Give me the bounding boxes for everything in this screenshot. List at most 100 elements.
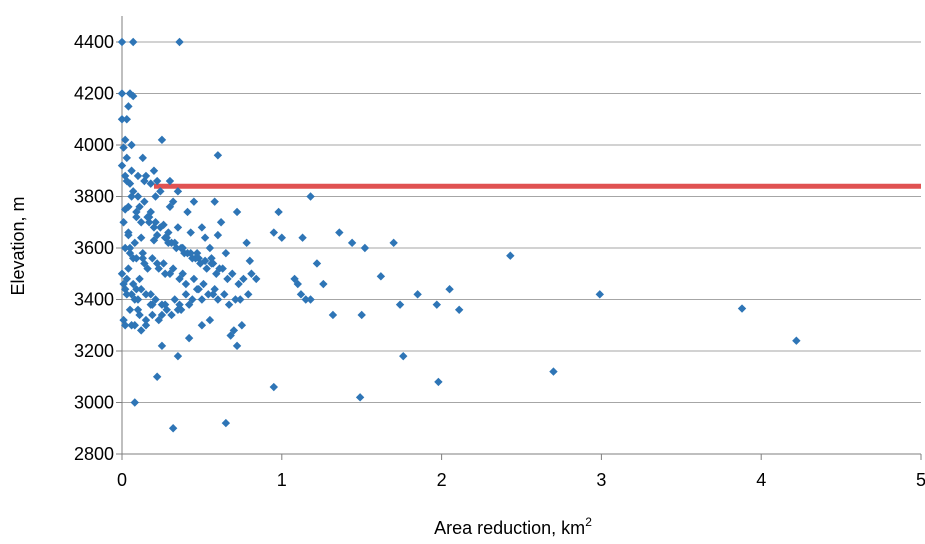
data-point bbox=[192, 248, 202, 258]
data-point bbox=[152, 230, 162, 240]
data-point bbox=[319, 279, 328, 289]
data-point bbox=[186, 228, 195, 237]
data-point bbox=[395, 300, 405, 309]
data-point bbox=[186, 248, 195, 258]
y-axis-label: Elevation, m bbox=[8, 196, 28, 295]
data-point bbox=[117, 269, 127, 278]
data-point bbox=[347, 238, 357, 248]
x-tick-label: 2 bbox=[437, 470, 447, 490]
data-point bbox=[167, 310, 176, 320]
y-tick-label: 3800 bbox=[74, 187, 114, 207]
data-point bbox=[197, 223, 207, 232]
data-point bbox=[376, 272, 386, 281]
data-point bbox=[224, 300, 234, 309]
x-tick-label: 1 bbox=[277, 470, 287, 490]
data-point bbox=[220, 290, 229, 299]
data-point bbox=[229, 326, 239, 335]
x-axis-label-superscript: 2 bbox=[585, 515, 592, 529]
data-point bbox=[737, 304, 747, 313]
data-point bbox=[213, 230, 223, 240]
data-point bbox=[221, 248, 231, 258]
data-point bbox=[269, 382, 279, 392]
data-point bbox=[176, 305, 186, 314]
data-point bbox=[239, 274, 248, 284]
data-point bbox=[242, 238, 251, 248]
data-point bbox=[196, 259, 205, 268]
data-point bbox=[357, 310, 366, 320]
data-point bbox=[178, 269, 187, 278]
data-point bbox=[183, 207, 192, 217]
data-point bbox=[205, 315, 215, 325]
x-tick-label: 0 bbox=[117, 470, 127, 490]
data-point bbox=[125, 179, 135, 188]
data-point bbox=[122, 115, 131, 124]
data-point bbox=[189, 197, 199, 206]
data-point bbox=[269, 228, 279, 237]
data-point bbox=[127, 140, 136, 150]
data-point bbox=[143, 264, 152, 273]
data-point bbox=[236, 295, 245, 304]
data-point bbox=[133, 192, 143, 201]
data-point bbox=[117, 89, 127, 98]
data-point bbox=[792, 336, 801, 345]
data-point bbox=[144, 218, 154, 227]
data-point bbox=[175, 274, 184, 284]
data-point bbox=[213, 151, 223, 160]
data-point bbox=[148, 300, 157, 309]
data-point bbox=[138, 248, 147, 258]
data-point bbox=[245, 256, 255, 266]
data-point bbox=[231, 295, 240, 304]
data-point bbox=[205, 243, 215, 253]
data-point bbox=[135, 310, 144, 320]
y-tick-label: 4000 bbox=[74, 135, 114, 155]
data-point bbox=[127, 166, 136, 175]
data-point bbox=[213, 295, 223, 304]
data-point bbox=[170, 295, 179, 304]
data-point bbox=[173, 187, 183, 196]
data-point bbox=[274, 207, 283, 217]
data-point bbox=[252, 274, 261, 284]
data-point bbox=[202, 264, 211, 273]
data-point bbox=[120, 321, 130, 330]
data-point bbox=[157, 341, 167, 351]
data-point bbox=[159, 259, 168, 268]
data-point bbox=[595, 290, 605, 299]
data-point bbox=[141, 290, 151, 299]
data-point bbox=[312, 259, 322, 268]
data-point bbox=[173, 223, 183, 232]
data-point bbox=[181, 279, 191, 289]
data-point bbox=[506, 251, 515, 260]
data-point bbox=[306, 295, 315, 304]
data-point bbox=[221, 418, 231, 428]
data-point bbox=[117, 115, 127, 124]
data-point bbox=[228, 269, 237, 278]
y-tick-label: 3400 bbox=[74, 290, 114, 310]
data-point bbox=[122, 290, 131, 299]
x-tick-label: 4 bbox=[756, 470, 766, 490]
data-point bbox=[454, 305, 464, 314]
data-point bbox=[124, 102, 133, 111]
data-point bbox=[135, 274, 144, 284]
data-point bbox=[165, 176, 175, 186]
data-point bbox=[165, 269, 175, 278]
data-point bbox=[152, 176, 162, 186]
data-point bbox=[162, 305, 171, 314]
data-points bbox=[117, 37, 801, 433]
data-point bbox=[301, 295, 310, 304]
data-point bbox=[138, 153, 147, 163]
data-point bbox=[296, 290, 306, 299]
data-point bbox=[200, 233, 210, 242]
y-tick-label: 3600 bbox=[74, 238, 114, 258]
data-point bbox=[125, 305, 135, 314]
data-point bbox=[146, 290, 155, 299]
data-point bbox=[237, 321, 247, 330]
data-point bbox=[204, 290, 213, 299]
data-point bbox=[141, 321, 151, 330]
data-point bbox=[133, 171, 143, 181]
data-point bbox=[124, 230, 133, 240]
data-point bbox=[152, 372, 162, 381]
data-point bbox=[136, 233, 146, 242]
data-point bbox=[132, 212, 141, 222]
data-point bbox=[232, 341, 242, 351]
data-point bbox=[194, 285, 203, 294]
